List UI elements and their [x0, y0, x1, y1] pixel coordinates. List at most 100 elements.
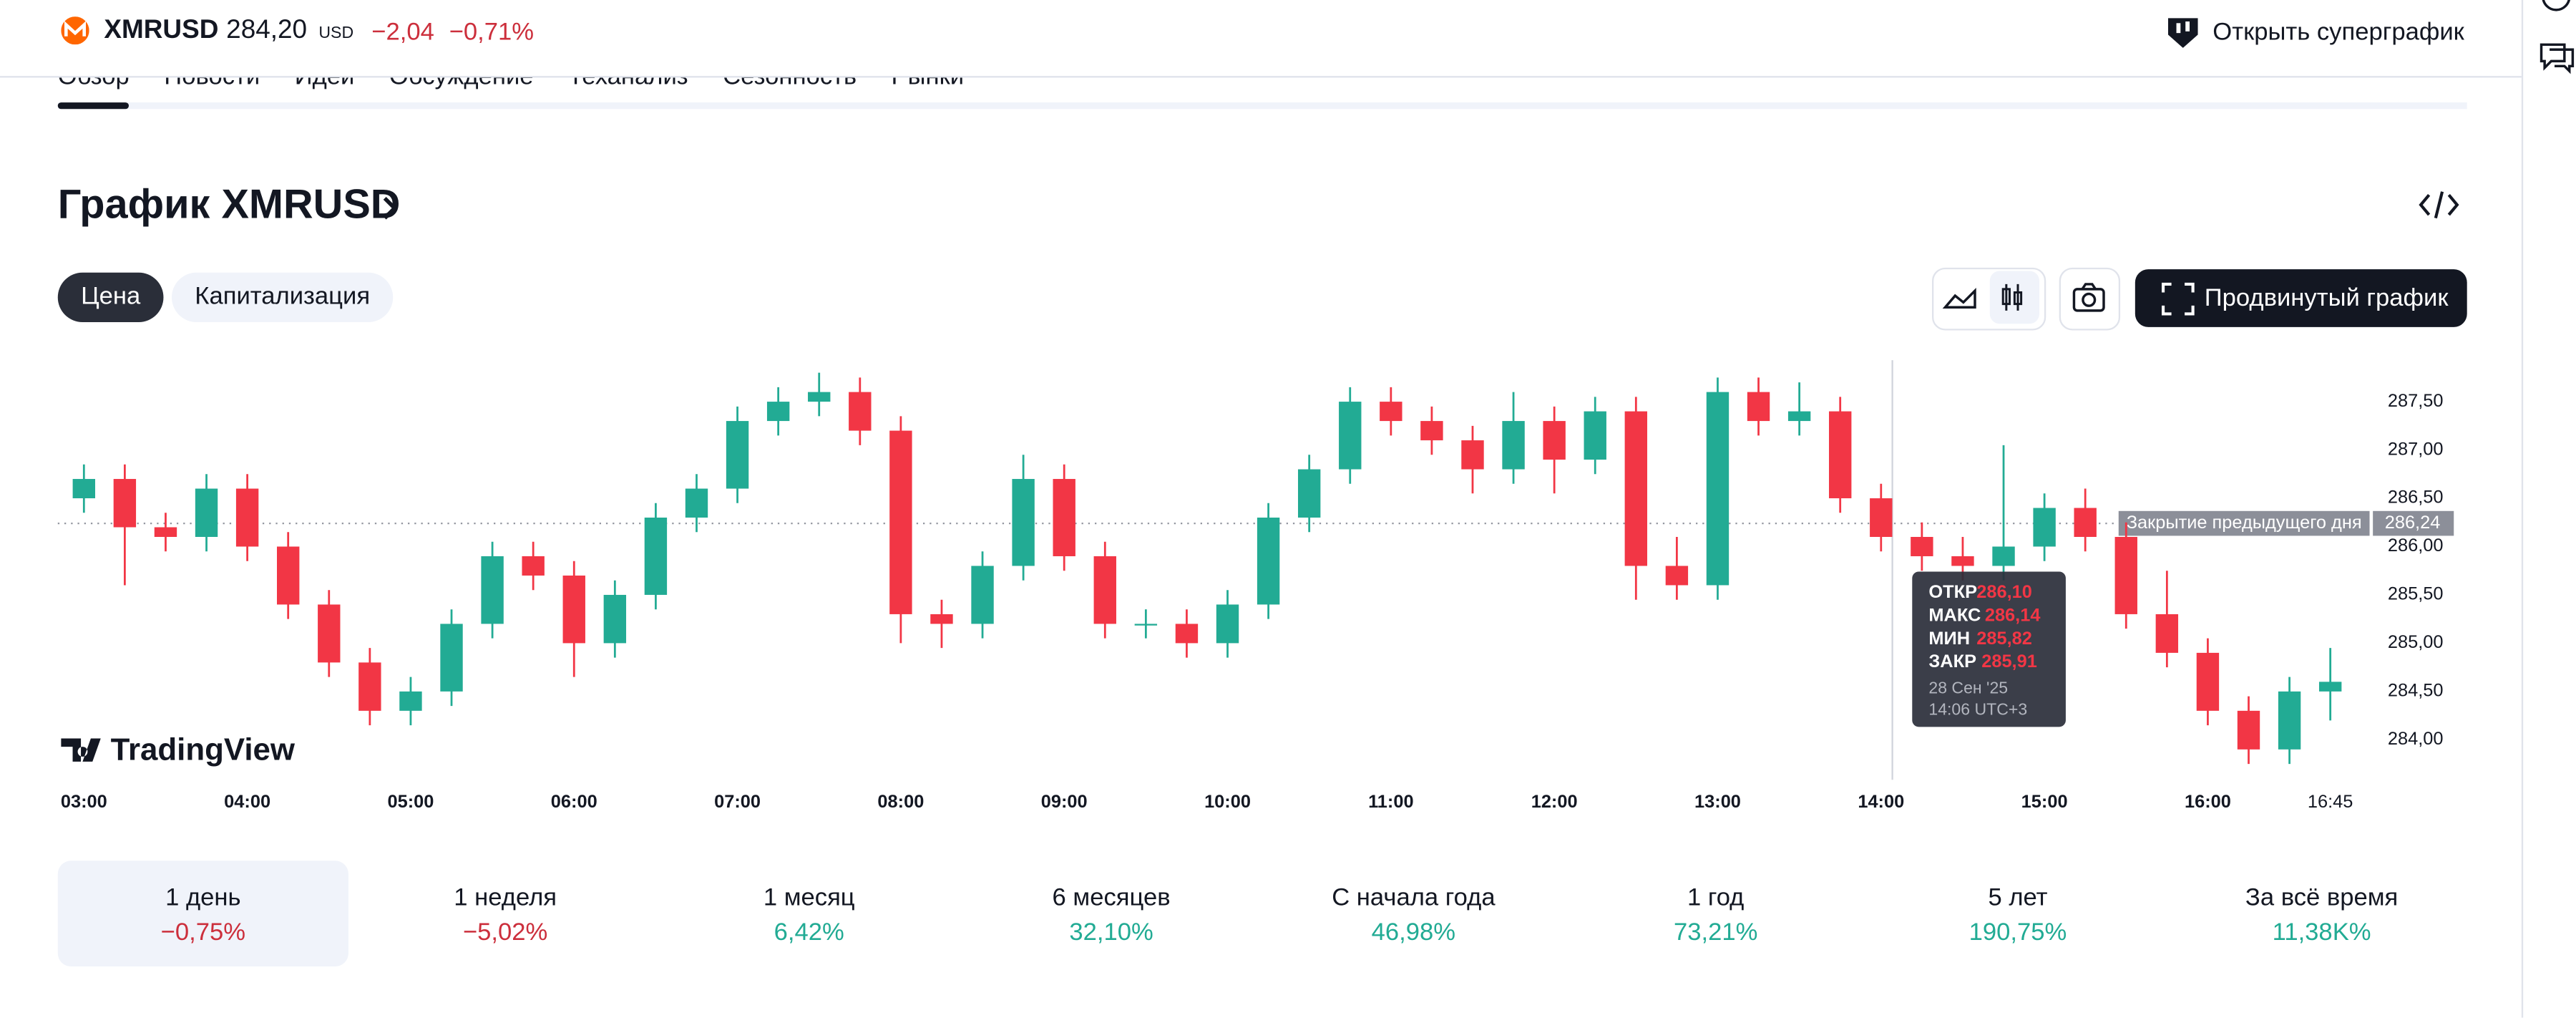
period-change: 190,75% — [1968, 918, 2067, 947]
period-label: 1 год — [1687, 883, 1745, 912]
candle-body — [2033, 508, 2056, 547]
candle-body — [1870, 498, 1893, 537]
candle-body — [481, 556, 504, 624]
candle-body — [276, 546, 300, 605]
x-tick-label: 13:00 — [1694, 792, 1741, 812]
period-label: С начала года — [1332, 883, 1496, 912]
candle-body — [1829, 411, 1852, 499]
title-chevron — [383, 196, 398, 220]
tooltip-bg — [1912, 571, 2066, 727]
expand-icon — [2161, 282, 2195, 316]
candle-body — [318, 604, 341, 663]
candle-body — [399, 691, 422, 711]
logo: TradingView — [61, 732, 296, 767]
candle-body — [1624, 411, 1648, 566]
snapshot-button[interactable] — [2059, 267, 2121, 331]
candle-body — [1951, 556, 1974, 566]
y-tick-label: 287,00 — [2388, 439, 2444, 459]
advanced-button-bg[interactable] — [2135, 269, 2467, 327]
tooltip-label: МИН — [1928, 629, 1970, 649]
candle-body — [930, 614, 953, 624]
candle-body — [72, 479, 95, 499]
candle-body — [2074, 508, 2097, 537]
x-tick-label: 11:00 — [1368, 792, 1414, 812]
tab-indicator — [57, 102, 129, 110]
period-change: 73,21% — [1673, 918, 1758, 947]
coin-icon — [61, 16, 89, 45]
advanced-button[interactable]: Продвинутый график — [2204, 283, 2449, 313]
x-tick-label: 04:00 — [224, 792, 270, 812]
tooltip-time: 14:06 UTC+3 — [1928, 699, 2027, 718]
candle-body — [2278, 691, 2301, 750]
period[interactable]: 1 год 73,21% — [1571, 861, 1861, 966]
candle-body — [2196, 652, 2220, 711]
style-icons[interactable] — [1942, 281, 2034, 314]
period[interactable]: За всё время 11,38K% — [2177, 861, 2467, 966]
x-tick-label: 10:00 — [1204, 792, 1251, 812]
x-tick-label: 12:00 — [1531, 792, 1578, 812]
side-divider — [2521, 0, 2524, 1018]
period-change: 6,42% — [774, 918, 844, 947]
change: −2,04 — [371, 18, 434, 47]
candle-body — [685, 488, 708, 518]
candle-body — [1787, 411, 1811, 422]
candle-body — [1134, 624, 1158, 626]
y-tick-label: 286,00 — [2388, 535, 2444, 556]
candle-body — [2114, 536, 2137, 614]
period-change: −0,75% — [160, 918, 246, 947]
cap-tab[interactable]: Капитализация — [171, 272, 394, 322]
candle-body — [113, 479, 137, 528]
supergraph-button[interactable]: Открыть суперграфик — [2212, 18, 2464, 47]
period-label: 1 месяц — [763, 883, 855, 912]
tooltip-date: 28 Сен '25 — [1928, 678, 2008, 697]
period-change: 11,38K% — [2272, 918, 2371, 947]
period-change: 32,10% — [1069, 918, 1153, 947]
candle-body — [1339, 402, 1362, 470]
candle-body — [1911, 536, 1933, 556]
candle-body — [971, 566, 994, 624]
tooltip-value: 285,91 — [1981, 651, 2037, 672]
camera-icon — [2072, 283, 2105, 312]
candle-body — [1420, 421, 1443, 441]
candle-body — [1012, 479, 1035, 566]
header: XMRUSD 284,20 USD −2,04 −0,71% Открыть с… — [0, 0, 2522, 78]
y-tick-label: 284,50 — [2388, 681, 2444, 701]
previous-close-label: Закрытие предыдущего дня — [2127, 513, 2362, 533]
embed-icon[interactable] — [2417, 187, 2460, 223]
candle-body — [1543, 421, 1566, 460]
candle-body — [1992, 546, 2015, 566]
price: 284,20 — [226, 16, 308, 45]
previous-close-value: 286,24 — [2385, 513, 2441, 533]
period[interactable]: С начала года 46,98% — [1268, 861, 1558, 966]
x-tick-label: 03:00 — [61, 792, 107, 812]
period[interactable]: 1 день −0,75% — [57, 861, 348, 966]
candle-body — [440, 624, 463, 692]
candle-body — [849, 392, 872, 431]
period-label: 1 день — [165, 883, 241, 912]
price-tab[interactable]: Цена — [57, 272, 164, 322]
section-title[interactable]: График XMRUSD — [57, 181, 401, 228]
period[interactable]: 5 лет 190,75% — [1873, 861, 2163, 966]
candle-body — [1747, 392, 1770, 422]
period[interactable]: 1 месяц 6,42% — [664, 861, 955, 966]
tooltip-value: 286,14 — [1985, 605, 2041, 625]
candle-body — [2237, 710, 2260, 750]
tooltip-value: 285,82 — [1976, 629, 2032, 649]
symbol: XMRUSD — [104, 16, 219, 45]
tab-rail — [57, 102, 2467, 110]
candle-body — [808, 392, 831, 402]
period[interactable]: 1 неделя −5,02% — [360, 861, 650, 966]
tooltip-label: ОТКР — [1928, 582, 1977, 602]
period[interactable]: 6 месяцев 32,10% — [966, 861, 1257, 966]
candle-body — [726, 421, 749, 489]
candle-body — [562, 575, 585, 644]
candle-body — [235, 488, 259, 547]
y-tick-label: 287,50 — [2388, 391, 2444, 411]
candle-body — [358, 662, 381, 711]
tooltip-label: МАКС — [1928, 605, 1981, 625]
period-label: 5 лет — [1988, 883, 2048, 912]
x-tick-label: 06:00 — [551, 792, 597, 812]
x-tick-label: 08:00 — [877, 792, 924, 812]
x-tick-label: 09:00 — [1041, 792, 1088, 812]
candle-body — [1297, 469, 1321, 518]
